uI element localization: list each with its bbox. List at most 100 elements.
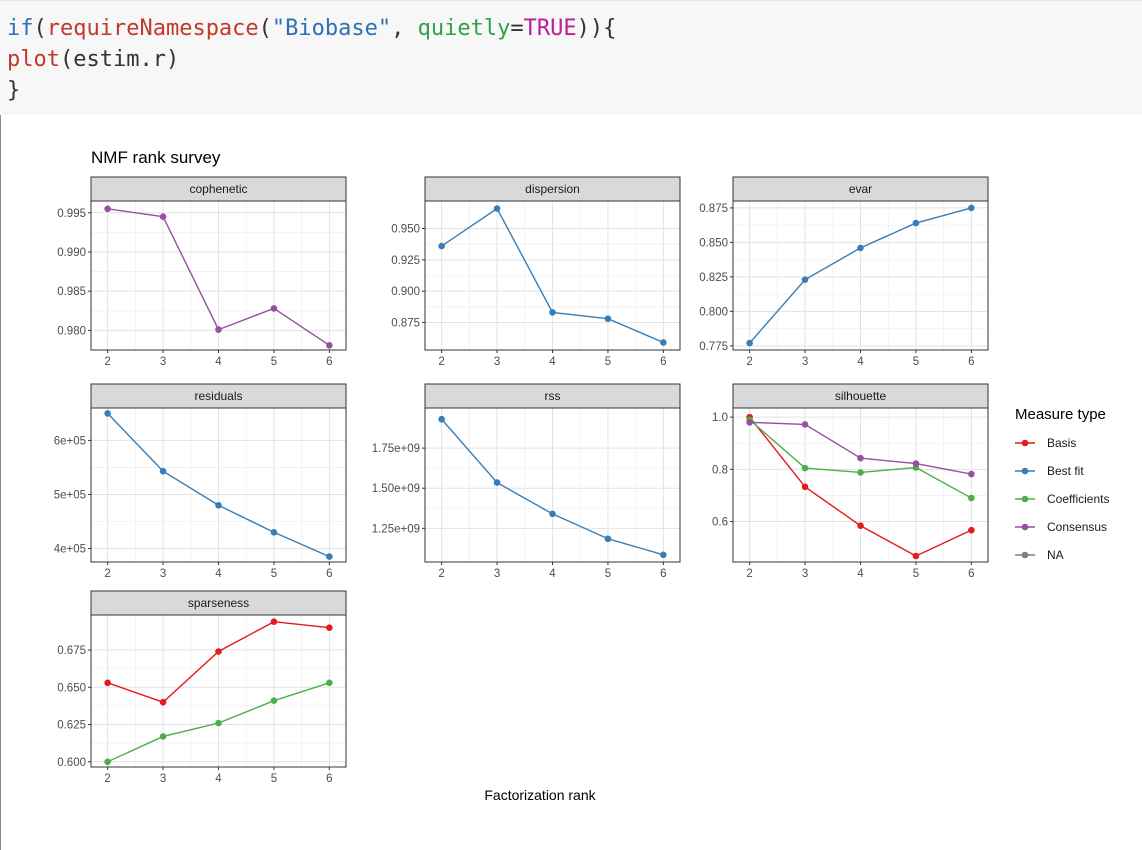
y-tick-label: 0.825 <box>699 272 728 284</box>
y-tick-label: 0.850 <box>699 237 728 249</box>
chart-title: NMF rank survey <box>91 148 221 167</box>
x-tick-label: 3 <box>802 356 808 368</box>
legend-key-point <box>1021 523 1029 531</box>
y-tick-label: 1.25e+09 <box>372 523 420 535</box>
x-tick-label: 5 <box>913 356 919 368</box>
code-block: if(requireNamespace("Biobase", quietly=T… <box>0 0 1142 115</box>
facet-strip <box>424 383 681 409</box>
data-point-coefficients <box>326 679 333 687</box>
code-token: TRUE <box>523 16 577 41</box>
left-border-rule <box>0 115 1 850</box>
data-point-basis <box>801 483 809 491</box>
data-point-best-fit <box>215 501 222 509</box>
y-tick-label: 0.900 <box>391 286 420 298</box>
x-tick-label: 2 <box>438 568 444 580</box>
data-point-coefficients <box>857 469 864 476</box>
data-point-coefficients <box>968 494 975 502</box>
x-axis-label: Factorization rank <box>484 787 596 803</box>
code-token: = <box>510 16 524 41</box>
x-tick-label: 4 <box>857 356 864 368</box>
facet-strip-label: dispersion <box>525 182 580 196</box>
code-token: "Biobase" <box>271 16 392 41</box>
facet-strip-label: rss <box>545 389 561 403</box>
y-tick-label: 0.650 <box>57 682 86 694</box>
code-token: quietly <box>417 16 511 41</box>
x-tick-label: 2 <box>438 356 444 368</box>
data-point-best-fit <box>270 528 278 536</box>
data-point-best-fit <box>857 244 864 252</box>
data-point-best-fit <box>660 551 667 559</box>
legend-key-point <box>1021 551 1029 559</box>
data-point-best-fit <box>493 479 501 486</box>
code-token: plot <box>7 47 60 72</box>
x-tick-label: 2 <box>104 773 110 785</box>
legend-item-na: NA <box>1015 548 1064 562</box>
chart-legend: Measure type Basis Best fit Coefficients Co… <box>1015 406 1109 562</box>
y-tick-label: 0.950 <box>391 224 420 236</box>
data-point-basis <box>215 648 222 655</box>
x-tick-label: 6 <box>968 568 974 580</box>
legend-label: NA <box>1047 548 1064 562</box>
x-tick-label: 4 <box>857 568 864 580</box>
y-tick-label: 0.625 <box>57 720 86 732</box>
x-tick-label: 6 <box>326 356 332 368</box>
data-point-best-fit <box>604 315 612 322</box>
panel-residuals: residuals 4e+05 5e+05 6e+05 2 3 4 5 6 <box>54 383 347 580</box>
x-tick-label: 5 <box>271 568 277 580</box>
x-tick-label: 5 <box>271 356 277 368</box>
x-tick-label: 2 <box>104 356 110 368</box>
x-tick-label: 2 <box>104 568 110 580</box>
y-tick-label: 0.675 <box>57 645 86 657</box>
legend-item-consensus: Consensus <box>1015 520 1107 534</box>
data-point-basis <box>912 552 920 560</box>
data-point-best-fit <box>549 309 556 316</box>
y-tick-label: 4e+05 <box>54 543 86 555</box>
data-point-consensus <box>104 205 111 213</box>
data-point-best-fit <box>104 410 111 417</box>
x-tick-label: 6 <box>326 568 332 580</box>
legend-key-point <box>1021 439 1029 447</box>
data-point-best-fit <box>604 535 612 543</box>
facet-strip <box>732 176 989 202</box>
legend-items: Basis Best fit Coefficients Consensus NA <box>1015 436 1109 562</box>
data-point-best-fit <box>912 219 920 227</box>
code-line: plot(estim.r) <box>7 44 1142 75</box>
data-point-coefficients <box>215 719 222 727</box>
x-tick-label: 5 <box>605 356 611 368</box>
x-tick-label: 6 <box>326 773 332 785</box>
facet-strip-label: evar <box>849 182 872 196</box>
y-tick-label: 0.980 <box>57 325 86 337</box>
x-tick-label: 6 <box>660 356 666 368</box>
y-tick-label: 1.75e+09 <box>372 443 420 455</box>
data-point-coefficients <box>104 758 111 766</box>
x-tick-label: 4 <box>215 568 222 580</box>
facet-strip <box>732 383 989 409</box>
panel-rss: rss 1.25e+09 1.50e+09 1.75e+09 2 3 4 5 6 <box>372 383 681 580</box>
data-point-best-fit <box>159 467 167 475</box>
data-point-consensus <box>326 341 333 349</box>
y-tick-label: 0.6 <box>712 517 728 529</box>
y-tick-label: 5e+05 <box>54 489 86 501</box>
facet-strip <box>90 383 347 409</box>
legend-label: Coefficients <box>1047 492 1109 506</box>
legend-title: Measure type <box>1015 406 1106 423</box>
legend-item-coefficients: Coefficients <box>1015 492 1109 506</box>
x-tick-label: 4 <box>215 356 222 368</box>
panel-cophenetic: cophenetic 0.980 0.985 0.990 0.995 2 3 4 5 6 <box>57 176 347 368</box>
code-token: , <box>391 16 418 41</box>
x-tick-label: 5 <box>271 773 277 785</box>
x-tick-label: 5 <box>605 568 611 580</box>
y-tick-label: 0.8 <box>712 464 728 476</box>
data-point-best-fit <box>438 242 445 250</box>
y-tick-label: 0.995 <box>57 208 86 220</box>
x-tick-label: 3 <box>160 773 166 785</box>
y-tick-label: 0.875 <box>391 317 420 329</box>
facet-strip <box>424 176 681 202</box>
y-tick-label: 0.985 <box>57 286 86 298</box>
x-tick-label: 2 <box>746 356 752 368</box>
data-point-basis <box>159 698 167 706</box>
x-tick-label: 2 <box>746 568 752 580</box>
data-point-consensus <box>857 454 864 462</box>
data-point-consensus <box>270 305 278 312</box>
panel-evar: evar 0.775 0.800 0.825 0.850 0.875 2 3 4 5 6 <box>699 176 989 368</box>
